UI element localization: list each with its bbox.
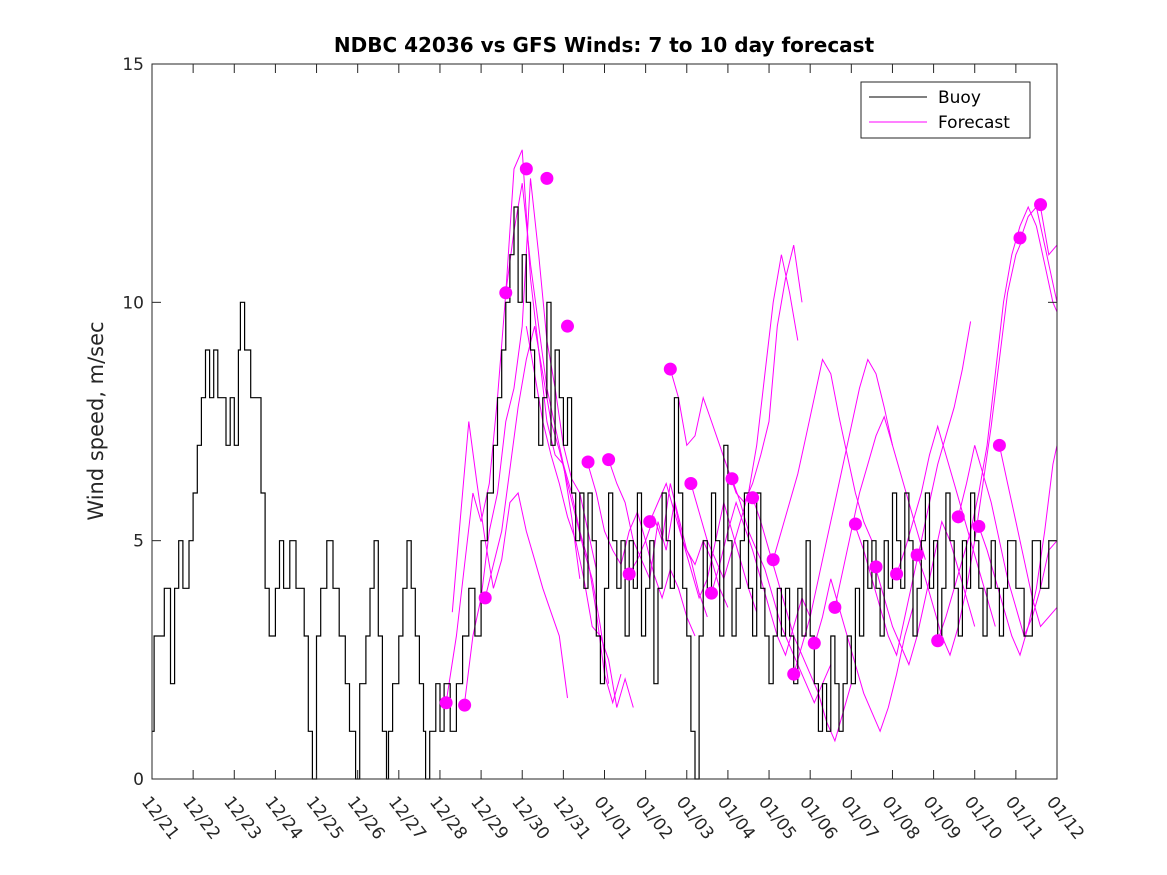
y-tick-label: 15 (122, 55, 144, 75)
forecast-marker (951, 510, 965, 524)
forecast-marker (439, 696, 453, 710)
forecast-marker (458, 698, 472, 712)
forecast-run-line (505, 183, 622, 705)
forecast-marker (540, 171, 554, 185)
forecast-marker (622, 567, 636, 581)
forecast-run-line (451, 421, 568, 699)
forecast-run-line (813, 578, 914, 733)
forecast-marker (869, 560, 883, 574)
legend: Buoy Forecast (860, 81, 1031, 139)
forecast-marker (910, 548, 924, 562)
y-axis: 0 5 10 15 (122, 55, 1057, 790)
forecast-marker (787, 667, 801, 681)
forecast-run-line (525, 326, 634, 708)
forecast-marker (725, 472, 739, 486)
forecast-marker (992, 438, 1006, 452)
y-tick-label: 10 (122, 293, 144, 313)
y-axis-label: Wind speed, m/sec (84, 321, 108, 520)
forecast-run-line (772, 358, 873, 560)
forecast-run-line (464, 178, 597, 703)
forecast-marker (848, 517, 862, 531)
forecast-marker (807, 636, 821, 650)
forecast-run-line (445, 149, 581, 703)
forecast-run-line (998, 445, 1058, 628)
forecast-marker (560, 319, 574, 333)
forecast-marker (684, 476, 698, 490)
forecast-markers (439, 162, 1048, 712)
forecast-run-line (834, 415, 926, 608)
forecast-run-line (1040, 206, 1058, 256)
forecast-marker (581, 455, 595, 469)
legend-label-forecast: Forecast (938, 113, 1010, 133)
forecast-marker (519, 162, 533, 176)
forecast-marker (643, 515, 657, 529)
forecast-run-line (608, 459, 708, 618)
y-tick-label: 0 (133, 770, 144, 790)
forecast-marker (766, 553, 780, 567)
y-tick-label: 5 (133, 532, 144, 552)
forecast-run-line (875, 519, 976, 667)
forecast-marker (746, 491, 760, 505)
forecast-run-line (1019, 205, 1058, 303)
forecast-run-line (978, 445, 1058, 657)
legend-label-buoy: Buoy (938, 88, 981, 108)
forecast-marker (931, 634, 945, 648)
forecast-marker (828, 600, 842, 614)
chart-title: NDBC 42036 vs GFS Winds: 7 to 10 day for… (334, 33, 875, 57)
forecast-marker (1013, 231, 1027, 245)
forecast-marker (478, 591, 492, 605)
forecast-marker (663, 362, 677, 376)
forecast-run-line (669, 244, 803, 504)
legend-box (860, 81, 1031, 139)
forecast-run-line (937, 205, 1058, 641)
forecast-marker (890, 567, 904, 581)
forecast-run-line (752, 497, 852, 743)
forecast-marker (499, 286, 513, 300)
forecast-marker (602, 453, 616, 467)
forecast-marker (704, 586, 718, 600)
forecast-marker (972, 519, 986, 533)
forecast-marker (1034, 198, 1048, 212)
